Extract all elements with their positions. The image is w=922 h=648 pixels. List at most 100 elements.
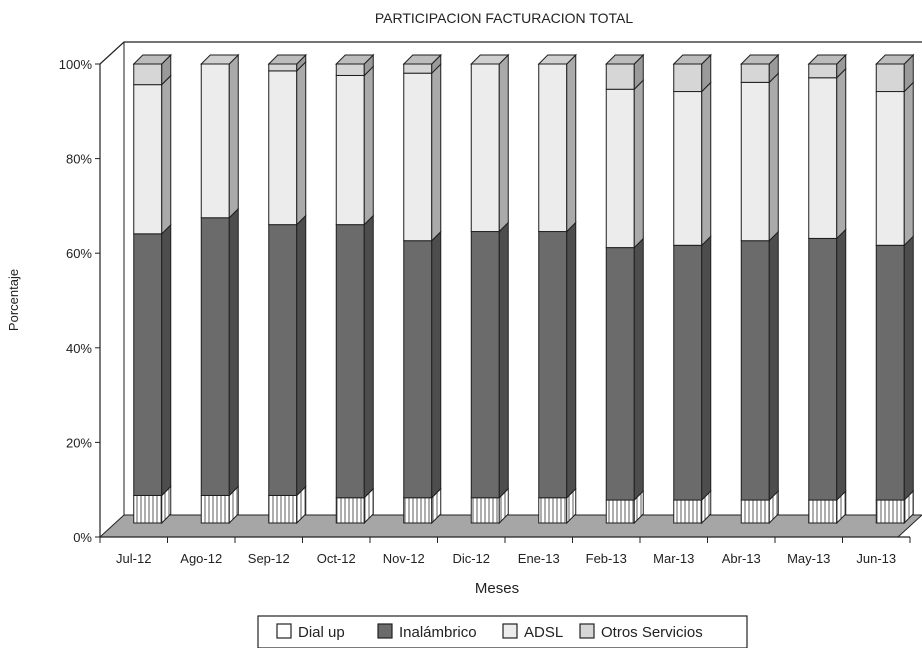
bar-segment-inal-mbrico bbox=[268, 224, 298, 496]
bar-segment-otros-servicios bbox=[605, 63, 635, 90]
bar-stack-sep-12 bbox=[267, 53, 307, 525]
bar-side-adsl bbox=[498, 53, 509, 233]
legend-swatch-otros-servicios bbox=[579, 623, 595, 639]
bar-stack-nov-12 bbox=[402, 53, 442, 525]
bar-segment-dial-up bbox=[538, 497, 568, 524]
bar-segment-otros-servicios bbox=[268, 63, 298, 72]
bar-segment-dial-up bbox=[673, 499, 703, 524]
bar-segment-otros-servicios bbox=[133, 63, 163, 86]
legend-label-adsl: ADSL bbox=[524, 624, 563, 641]
bar-segment-dial-up bbox=[133, 494, 163, 524]
bar-segment-inal-mbrico bbox=[605, 247, 635, 501]
bar-side-adsl bbox=[161, 74, 172, 236]
bar-segment-otros-servicios bbox=[335, 63, 365, 76]
bar-segment-adsl bbox=[875, 91, 905, 246]
bar-stack-feb-13 bbox=[605, 53, 645, 525]
y-tick-label: 0% bbox=[73, 530, 92, 545]
bar-stack-dic-12 bbox=[470, 53, 510, 525]
bar-side-inal-mbrico bbox=[566, 221, 577, 499]
bar-stack-ago-12 bbox=[200, 53, 240, 525]
bar-side-inal-mbrico bbox=[633, 237, 644, 502]
bar-top-cap bbox=[200, 54, 240, 65]
bar-segment-otros-servicios bbox=[403, 63, 433, 74]
x-tick-label: Ene-13 bbox=[518, 551, 560, 566]
bar-segment-inal-mbrico bbox=[673, 244, 703, 501]
legend-swatch-inal-mbrico bbox=[377, 623, 393, 639]
y-tick-label: 80% bbox=[66, 152, 92, 167]
bar-side-inal-mbrico bbox=[498, 221, 509, 499]
bar-side-inal-mbrico bbox=[161, 223, 172, 497]
x-tick-label: Nov-12 bbox=[383, 551, 425, 566]
bar-stack-mar-13 bbox=[672, 53, 712, 525]
bar-segment-dial-up bbox=[808, 499, 838, 524]
bar-side-inal-mbrico bbox=[836, 228, 847, 502]
bar-segment-inal-mbrico bbox=[875, 244, 905, 501]
x-tick-label: Feb-13 bbox=[586, 551, 627, 566]
bar-top-cap bbox=[605, 54, 645, 65]
y-tick-label: 60% bbox=[66, 246, 92, 261]
x-axis-label: Meses bbox=[475, 580, 519, 597]
bar-segment-inal-mbrico bbox=[403, 240, 433, 499]
bar-segment-adsl bbox=[740, 81, 770, 242]
legend-label-otros-servicios: Otros Servicios bbox=[601, 624, 703, 641]
x-tick-label: Mar-13 bbox=[653, 551, 694, 566]
bar-segment-otros-servicios bbox=[808, 63, 838, 79]
bar-segment-inal-mbrico bbox=[808, 237, 838, 501]
bar-top-cap bbox=[875, 54, 915, 65]
bar-segment-otros-servicios bbox=[673, 63, 703, 93]
bar-segment-dial-up bbox=[470, 497, 500, 524]
bar-top-cap bbox=[672, 54, 712, 65]
x-tick-label: Jun-13 bbox=[856, 551, 896, 566]
chart-title: PARTICIPACION FACTURACION TOTAL bbox=[375, 10, 633, 26]
bar-side-inal-mbrico bbox=[768, 230, 779, 502]
bar-segment-adsl bbox=[335, 74, 365, 226]
legend-label-dial-up: Dial up bbox=[298, 624, 345, 641]
bar-side-adsl bbox=[431, 62, 442, 242]
bar-segment-inal-mbrico bbox=[740, 240, 770, 501]
bar-segment-dial-up bbox=[740, 499, 770, 524]
bar-top-cap bbox=[470, 54, 510, 65]
bar-segment-dial-up bbox=[268, 494, 298, 524]
bar-stack-jun-13 bbox=[875, 53, 915, 525]
bar-segment-dial-up bbox=[605, 499, 635, 524]
bar-stack-oct-12 bbox=[335, 53, 375, 525]
bar-top-cap bbox=[132, 54, 172, 65]
bar-side-adsl bbox=[296, 60, 307, 226]
bar-segment-adsl bbox=[470, 63, 500, 233]
x-tick-label: Ago-12 bbox=[180, 551, 222, 566]
bar-segment-inal-mbrico bbox=[335, 224, 365, 499]
x-axis: Jul-12 Ago-12 Sep-12 Oct-12 Nov-12 Dic-12 Ene-… bbox=[99, 536, 911, 566]
bar-segment-dial-up bbox=[200, 494, 230, 524]
y-tick-label: 20% bbox=[66, 435, 92, 450]
bar-side-inal-mbrico bbox=[296, 214, 307, 497]
bar-segment-dial-up bbox=[403, 497, 433, 524]
bar-side-adsl bbox=[903, 81, 914, 247]
bar-segment-inal-mbrico bbox=[200, 217, 230, 496]
bar-segment-inal-mbrico bbox=[133, 233, 163, 496]
x-tick-label: May-13 bbox=[787, 551, 830, 566]
y-axis: 0% 20% 40% 60% 80% 100% bbox=[59, 57, 101, 545]
bar-stack-jul-12 bbox=[132, 53, 172, 525]
legend: Dial up Inalámbrico ADSL Otros Servicios bbox=[257, 615, 748, 648]
bar-side-inal-mbrico bbox=[431, 230, 442, 499]
bar-side-adsl bbox=[836, 67, 847, 240]
bar-segment-dial-up bbox=[335, 497, 365, 524]
bar-segment-adsl bbox=[673, 91, 703, 246]
bar-side-adsl bbox=[701, 81, 712, 247]
bar-segment-adsl bbox=[808, 77, 838, 239]
bar-top-cap bbox=[267, 54, 307, 65]
bar-segment-otros-servicios bbox=[740, 63, 770, 83]
bar-segment-adsl bbox=[200, 63, 230, 219]
x-tick-label: Dic-12 bbox=[452, 551, 490, 566]
bar-side-inal-mbrico bbox=[228, 207, 239, 497]
bar-top-cap bbox=[537, 54, 577, 65]
legend-label-inal-mbrico: Inalámbrico bbox=[399, 624, 477, 641]
y-tick-label: 100% bbox=[59, 57, 93, 72]
bar-side-adsl bbox=[228, 53, 239, 219]
bar-segment-adsl bbox=[538, 63, 568, 233]
bar-stack-abr-13 bbox=[740, 53, 780, 525]
y-tick-label: 40% bbox=[66, 341, 92, 356]
bar-side-adsl bbox=[768, 72, 779, 242]
